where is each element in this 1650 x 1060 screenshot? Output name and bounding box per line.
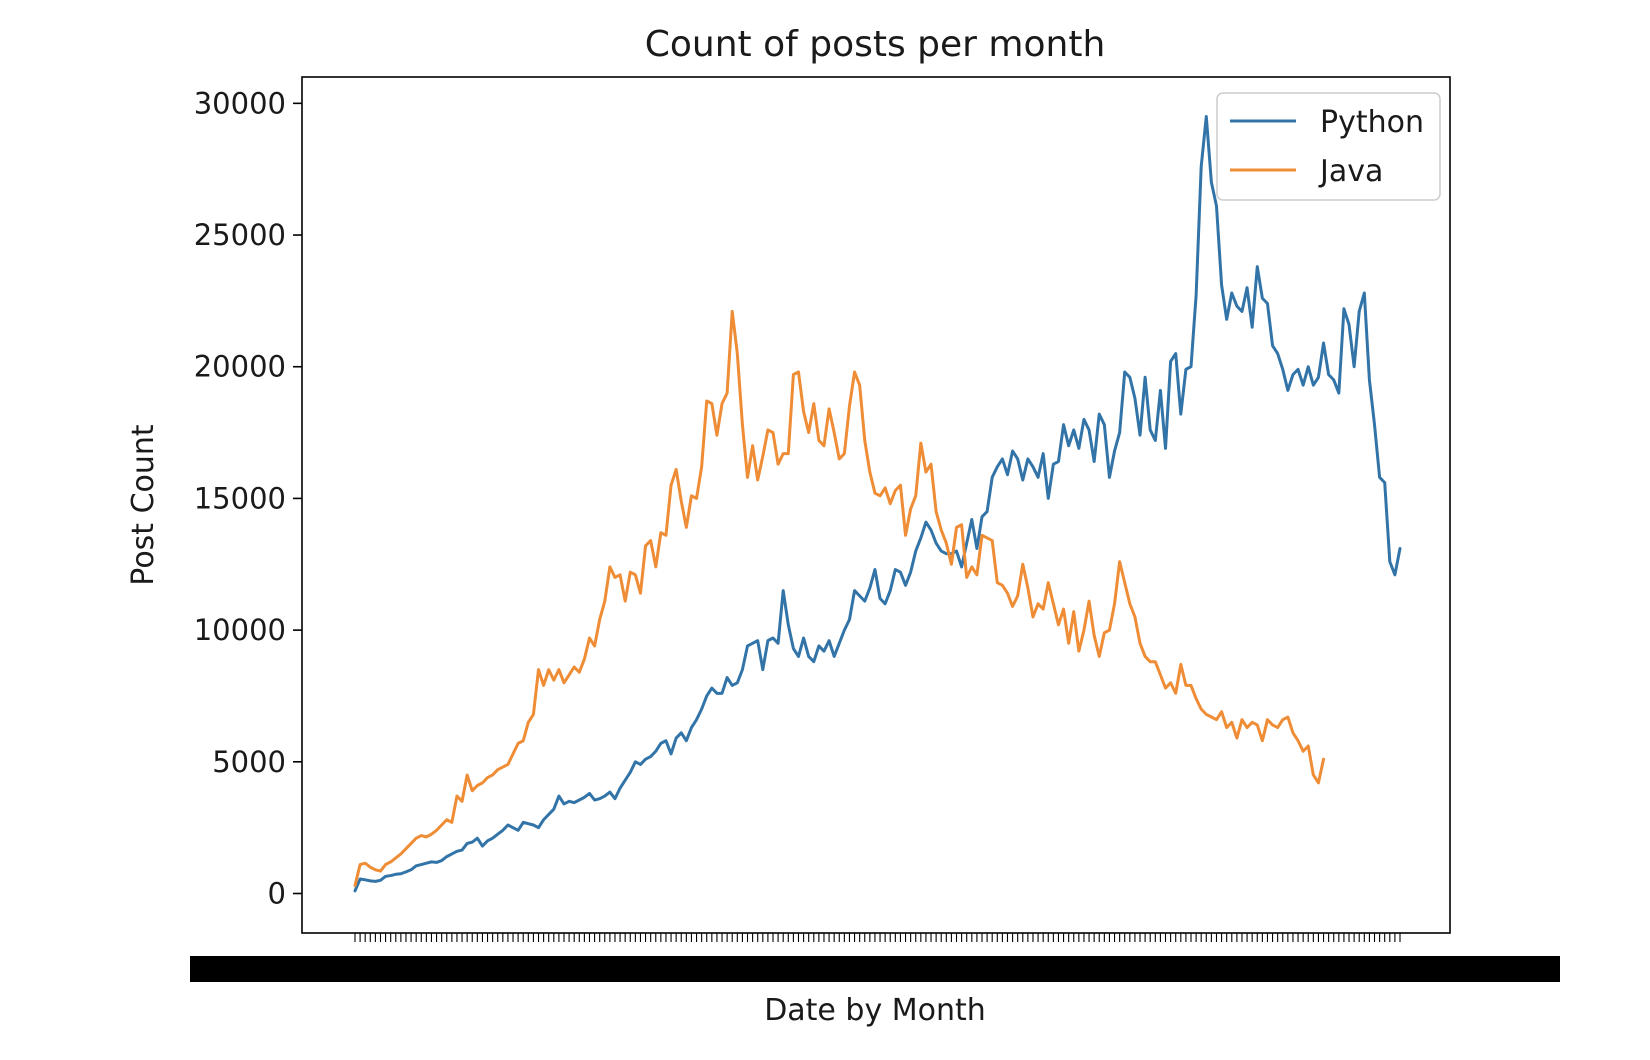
series-layer [353, 115, 1402, 893]
y-tick-label: 0 [268, 876, 286, 910]
plot-frame [301, 76, 1451, 934]
y-tick-label: 30000 [194, 86, 286, 120]
y-tick-label: 5000 [212, 745, 286, 779]
y-tick-label: 20000 [194, 350, 286, 384]
legend: Python Java [1216, 92, 1441, 201]
y-tick-label: 10000 [194, 613, 286, 647]
legend-label-java: Java [1318, 154, 1383, 189]
series-line-python [353, 115, 1402, 893]
y-tick-label: 25000 [194, 218, 286, 252]
y-tick-label: 15000 [194, 481, 286, 515]
y-axis-label: Post Count [126, 424, 161, 586]
x-axis-label: Date by Month [764, 993, 986, 1028]
x-tick-labels-overlap [190, 956, 1560, 982]
chart-title: Count of posts per month [645, 24, 1106, 65]
series-line-java [353, 309, 1326, 888]
x-axis [190, 933, 1560, 982]
y-axis: 0 5000 10000 15000 20000 25000 30000 [194, 86, 302, 910]
legend-label-python: Python [1320, 105, 1424, 140]
